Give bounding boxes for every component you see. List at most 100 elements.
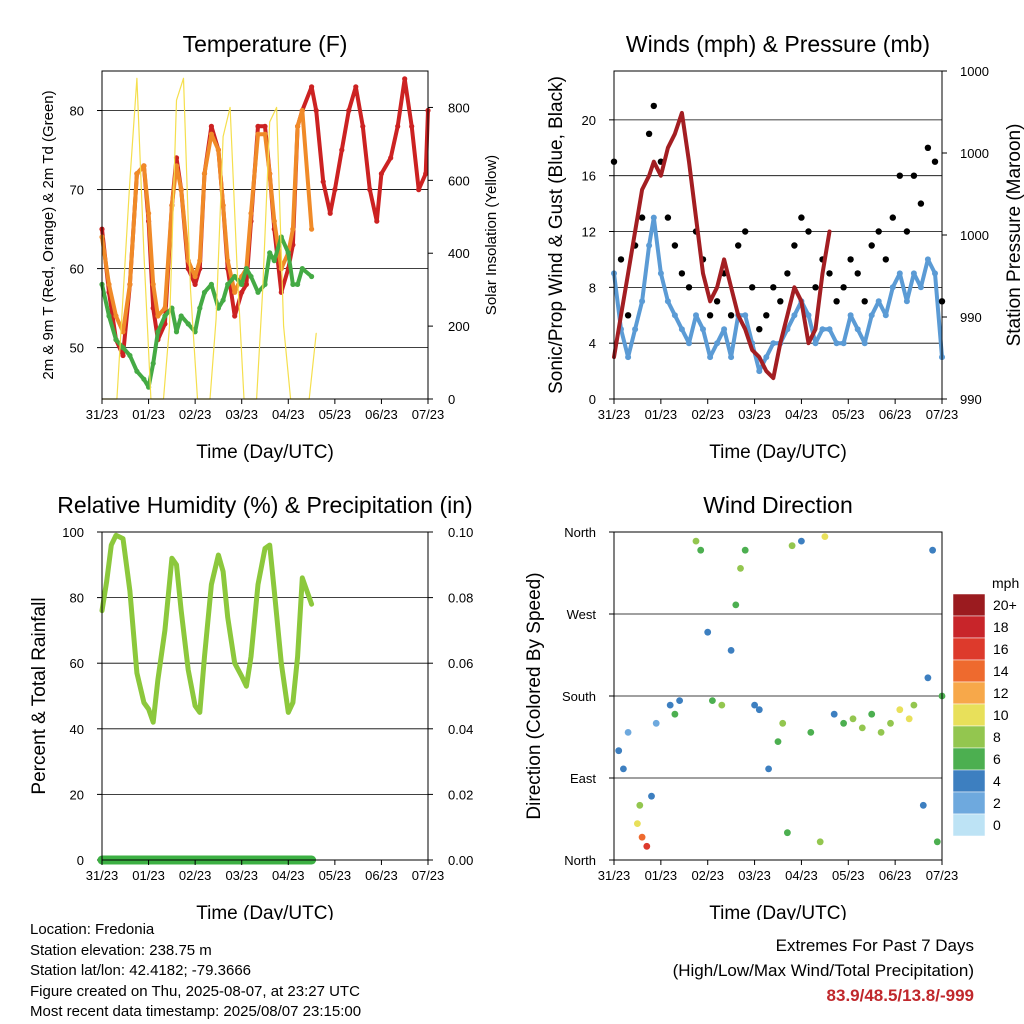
wind-data-point xyxy=(889,284,896,291)
y2-tick-label: 600 xyxy=(448,173,470,188)
direction-data-point xyxy=(709,697,716,704)
direction-data-point xyxy=(638,833,646,841)
gust-data-point xyxy=(875,228,882,235)
direction-data-point xyxy=(788,542,796,550)
x-tick-label: 02/23 xyxy=(179,407,212,422)
y2-axis-label: Station Pressure (Maroon) xyxy=(1004,124,1024,347)
direction-data-point xyxy=(704,628,712,636)
temp-data-point xyxy=(416,187,422,193)
wind-data-point xyxy=(791,312,798,319)
direction-data-point xyxy=(732,601,740,609)
temp-data-point xyxy=(150,305,156,311)
x-tick-label: 05/23 xyxy=(832,407,865,422)
wind-data-point xyxy=(847,312,854,319)
x-tick-label: 06/23 xyxy=(365,407,398,422)
direction-data-point xyxy=(615,747,623,755)
wind-data-point xyxy=(932,270,938,277)
y-tick-label: 0 xyxy=(77,853,84,868)
direction-data-point xyxy=(929,546,936,554)
colorbar-label: 12 xyxy=(993,685,1009,701)
gust-data-point xyxy=(924,144,932,151)
temp-data-point xyxy=(120,345,126,351)
wind-data-point xyxy=(728,354,735,361)
wind-data-point xyxy=(770,340,777,347)
wind-data-point xyxy=(756,368,763,375)
direction-data-point xyxy=(652,719,660,727)
colorbar-label: 6 xyxy=(993,751,1001,767)
temp-data-point xyxy=(374,218,380,224)
direction-data-point xyxy=(896,706,904,714)
direction-data-point xyxy=(676,697,683,704)
temp-data-point xyxy=(215,147,221,153)
wind-data-point xyxy=(812,340,819,347)
temp-data-point xyxy=(271,258,277,264)
direction-data-point xyxy=(671,710,679,718)
temp-data-point xyxy=(309,226,315,232)
wind-data-point xyxy=(657,270,664,277)
temp-data-point xyxy=(327,210,333,216)
temp-data-point xyxy=(208,281,214,287)
colorbar-swatch xyxy=(952,615,986,639)
direction-data-point xyxy=(924,674,932,682)
y-tick-label: 40 xyxy=(70,722,84,737)
colorbar-swatch xyxy=(952,703,986,727)
y2-tick-label: 1000 xyxy=(960,146,989,161)
colorbar-label: 14 xyxy=(993,663,1009,679)
gust-data-point xyxy=(833,298,840,305)
direction-data-point xyxy=(765,765,772,773)
x-tick-label: 04/23 xyxy=(785,868,818,883)
x-tick-label: 05/23 xyxy=(832,868,865,883)
gust-data-point xyxy=(763,312,770,319)
wind-data-point xyxy=(875,298,882,305)
direction-data-point xyxy=(666,701,674,709)
colorbar-label: 4 xyxy=(993,773,1001,789)
x-tick-label: 03/23 xyxy=(738,407,771,422)
direction-data-point xyxy=(692,537,700,545)
x-tick-label: 31/23 xyxy=(86,868,119,883)
y-tick-label: 80 xyxy=(70,591,84,606)
wind-data-point xyxy=(678,326,685,333)
gust-data-point xyxy=(791,242,798,249)
location-text: Location: Fredonia xyxy=(30,921,155,938)
extremes-title: Extremes For Past 7 Days xyxy=(775,936,974,955)
gust-data-point xyxy=(812,284,819,291)
temp-data-point xyxy=(290,281,296,287)
y-tick-label: 70 xyxy=(70,183,84,198)
y2-tick-label: 990 xyxy=(960,392,982,407)
x-tick-label: 07/23 xyxy=(412,407,445,422)
wind-data-point xyxy=(646,242,653,249)
wind-data-point xyxy=(686,340,692,347)
colorbar-swatch xyxy=(952,769,986,793)
temp-data-point xyxy=(299,107,305,114)
y2-tick-label: 0.00 xyxy=(448,853,473,868)
temp-data-point xyxy=(332,187,338,193)
y2-tick-label: 200 xyxy=(448,319,470,334)
y2-tick-label: 1000 xyxy=(960,64,989,79)
colorbar-label: 20+ xyxy=(993,597,1017,613)
gust-data-point xyxy=(777,298,784,305)
wind-data-point xyxy=(896,270,903,277)
temp-data-point xyxy=(141,376,147,382)
temp-data-point xyxy=(262,281,268,287)
temp-data-point xyxy=(134,171,140,177)
temp-data-point xyxy=(295,281,301,287)
temp-data-point xyxy=(150,281,156,287)
wind-data-point xyxy=(671,312,678,319)
wind-data-point xyxy=(903,298,910,305)
temp-data-point xyxy=(113,337,119,343)
direction-data-point xyxy=(887,719,894,727)
colorbar-label: 8 xyxy=(993,729,1001,745)
wind-data-point xyxy=(868,312,875,319)
wind-data-point xyxy=(854,326,861,333)
temp-data-point xyxy=(120,352,126,359)
x-axis-label: Time (Day/UTC) xyxy=(709,903,847,920)
temp-data-point xyxy=(146,210,152,216)
temp-data-point xyxy=(285,250,291,256)
direction-data-point xyxy=(858,724,866,732)
x-tick-label: 07/23 xyxy=(926,868,959,883)
temp-data-point xyxy=(162,305,168,311)
x-tick-label: 31/23 xyxy=(86,407,119,422)
direction-data-point xyxy=(933,838,941,846)
wind-data-point xyxy=(721,326,728,333)
temp-data-point xyxy=(290,226,296,232)
